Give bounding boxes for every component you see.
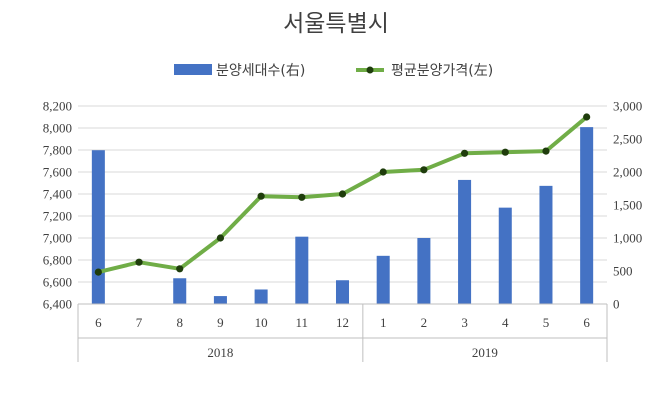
left-axis: 6,400 6,600 6,800 7,000 7,200 7,400 7,600 7,800… [43,99,72,312]
right-axis: 0 500 1,000 1,500 2,000 2,500 3,000 [613,99,642,312]
right-tick-label: 0 [613,297,620,312]
right-tick-label: 1,000 [613,231,642,246]
left-tick-label: 7,600 [43,165,72,180]
bar [580,127,594,305]
bar [91,150,105,304]
left-tick-label: 7,800 [43,143,72,158]
right-tick-label: 500 [613,264,633,279]
legend-label-bars: 분양세대수(右) [216,63,305,79]
left-tick-label: 7,000 [43,231,72,246]
right-tick-label: 2,500 [613,132,642,147]
bar [213,296,227,304]
price-marker [542,147,550,155]
year-label: 2018 [207,345,233,360]
x-tick-label: 3 [461,315,468,330]
line-series [94,113,591,276]
right-tick-label: 2,000 [613,165,642,180]
price-marker [94,268,102,276]
price-marker [460,149,469,157]
x-tick-label: 9 [217,315,224,330]
bar [295,236,309,304]
x-tick-label: 1 [380,315,387,330]
price-marker [298,193,306,201]
bar [335,280,350,304]
legend-bar-swatch [174,64,212,75]
left-tick-label: 7,200 [43,209,72,224]
gridlines [78,105,607,305]
left-tick-label: 8,000 [43,121,72,136]
x-tick-label: 6 [95,315,102,330]
left-tick-label: 6,800 [43,253,72,268]
bar [254,289,268,304]
price-marker [135,258,143,266]
bar [498,207,512,304]
left-tick-label: 7,400 [43,187,72,202]
x-tick-label: 2 [421,315,428,330]
price-marker [501,148,509,156]
legend-line-marker [366,66,374,74]
right-tick-label: 3,000 [613,99,642,114]
bar [417,238,431,304]
price-marker [338,190,347,198]
bar-series [91,127,594,305]
price-marker [176,265,184,273]
bar [376,255,390,304]
x-tick-label: 11 [296,315,309,330]
x-tick-label: 10 [255,315,268,330]
year-label: 2019 [472,345,498,360]
bar [173,278,187,304]
left-tick-label: 6,600 [43,275,72,290]
left-tick-label: 8,200 [43,99,72,114]
price-marker [420,166,428,174]
price-marker [379,168,387,176]
price-marker [216,234,225,242]
left-tick-label: 6,400 [43,297,72,312]
legend: 분양세대수(右) 평균분양가격(左) [174,63,493,79]
x-tick-label: 4 [502,315,509,330]
right-tick-label: 1,500 [613,198,642,213]
x-tick-label: 12 [336,315,349,330]
bar [458,179,472,304]
x-tick-label: 8 [176,315,183,330]
price-marker [257,192,265,200]
price-marker [583,113,591,121]
legend-label-line: 평균분양가격(左) [391,63,493,79]
x-tick-label: 6 [583,315,590,330]
chart-title: 서울특별시 [283,11,389,37]
x-tick-label: 7 [136,315,143,330]
bar [539,185,553,304]
x-tick-label: 5 [543,315,550,330]
